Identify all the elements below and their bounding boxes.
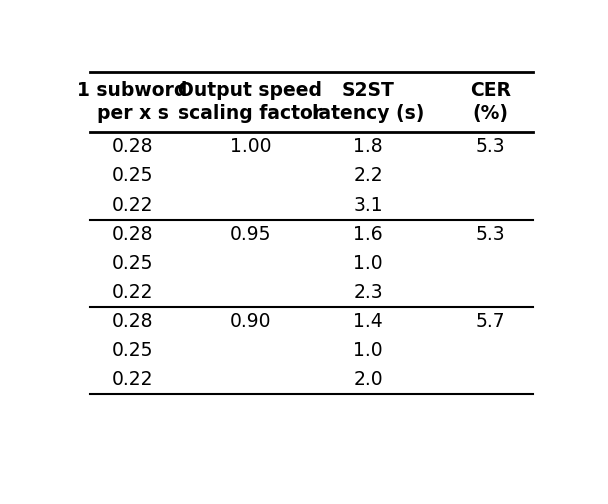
Text: 0.28: 0.28 xyxy=(112,225,153,243)
Text: 1.6: 1.6 xyxy=(353,225,383,243)
Text: 0.25: 0.25 xyxy=(112,254,153,273)
Text: 5.7: 5.7 xyxy=(476,312,505,331)
Text: Output speed
scaling factor: Output speed scaling factor xyxy=(178,81,322,123)
Text: 1 subword
per x s: 1 subword per x s xyxy=(77,81,188,123)
Text: 1.0: 1.0 xyxy=(353,254,383,273)
Text: 2.0: 2.0 xyxy=(353,370,383,389)
Text: 1.0: 1.0 xyxy=(353,341,383,360)
Text: 0.25: 0.25 xyxy=(112,166,153,185)
Text: 2.3: 2.3 xyxy=(353,283,383,302)
Text: 0.25: 0.25 xyxy=(112,341,153,360)
Text: 0.28: 0.28 xyxy=(112,312,153,331)
Text: 5.3: 5.3 xyxy=(476,225,505,243)
Text: 0.90: 0.90 xyxy=(230,312,271,331)
Text: 0.22: 0.22 xyxy=(112,283,153,302)
Text: 3.1: 3.1 xyxy=(353,196,383,215)
Text: 0.22: 0.22 xyxy=(112,370,153,389)
Text: 0.22: 0.22 xyxy=(112,196,153,215)
Text: 1.8: 1.8 xyxy=(353,137,383,156)
Text: 2.2: 2.2 xyxy=(353,166,383,185)
Text: S2ST
latency (s): S2ST latency (s) xyxy=(312,81,424,123)
Text: CER
(%): CER (%) xyxy=(470,81,511,123)
Text: 0.95: 0.95 xyxy=(230,225,271,243)
Text: 1.4: 1.4 xyxy=(353,312,383,331)
Text: 0.28: 0.28 xyxy=(112,137,153,156)
Text: 5.3: 5.3 xyxy=(476,137,505,156)
Text: 1.00: 1.00 xyxy=(230,137,271,156)
